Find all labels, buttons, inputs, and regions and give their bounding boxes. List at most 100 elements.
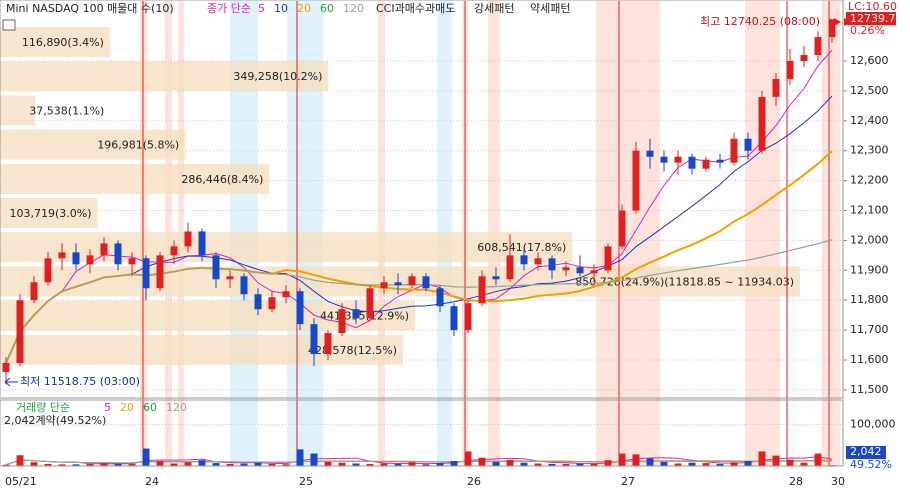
session-band (745, 1, 780, 466)
profile-label: 850,728(24.9%)(11818.85 ~ 11934.03) (575, 275, 794, 288)
candle-body (492, 276, 500, 280)
volume-frame (0, 399, 844, 467)
volume-bar (772, 455, 780, 466)
candle-body (156, 255, 164, 289)
profile-label: 608,541(17.8%) (477, 241, 566, 254)
profile-label: 428,578(12.5%) (308, 344, 397, 357)
volume-title: 거래량 단순 (16, 401, 70, 414)
profile-label: 286,446(8.4%) (181, 173, 263, 186)
volume-bar (786, 459, 794, 466)
volume-ma-legend-item: 5 (104, 401, 111, 414)
volume-bar (674, 463, 682, 466)
volume-bar (576, 463, 584, 466)
candle-body (324, 333, 332, 355)
volume-bar (268, 463, 276, 466)
candle-body (828, 19, 836, 38)
candle-body (548, 258, 556, 271)
volume-bar (702, 463, 710, 466)
candle-body (576, 267, 584, 274)
volume-bar (492, 461, 500, 466)
y-tick-label: 12,000 (850, 233, 889, 246)
volume-bar (366, 463, 374, 466)
candle-body (716, 159, 724, 163)
candle-body (702, 159, 710, 169)
last-price-label: 12739.75 (850, 12, 903, 25)
candle-body (464, 303, 472, 331)
y-tick-label: 11,900 (850, 263, 889, 276)
volume-bar (114, 463, 122, 466)
candle-body (86, 255, 94, 265)
volume-bar (254, 462, 262, 466)
candle-body (422, 276, 430, 289)
profile-bar (0, 232, 573, 263)
candle-body (786, 61, 794, 79)
candle-body (268, 297, 276, 310)
volume-bar (282, 464, 290, 466)
volume-bar (226, 463, 234, 466)
volume-bar (436, 463, 444, 466)
profile-label: 349,258(10.2%) (233, 70, 322, 83)
x-tick-label: 26 (467, 475, 481, 488)
session-band (596, 1, 660, 466)
candle-body (646, 150, 654, 157)
ma-legend: 5 10 20 60 120 (258, 2, 364, 15)
profile-label: 116,890(3.4%) (22, 36, 104, 49)
candle-body (212, 255, 220, 280)
candle-body (688, 156, 696, 169)
profile-label: 37,538(1.1%) (29, 104, 104, 117)
profile-label: 103,719(3.0%) (10, 207, 92, 220)
profile-bar (0, 27, 110, 57)
y-tick-label: 12,200 (850, 174, 889, 187)
candle-body (240, 276, 248, 295)
volume-bar (296, 449, 304, 466)
volume-bar (814, 453, 822, 466)
candle-body (44, 258, 52, 283)
candle-body (618, 210, 626, 247)
volume-bar (58, 464, 66, 466)
indicator-label: CCI과매수과매도 (376, 2, 455, 15)
volume-bar (156, 461, 164, 466)
candle-body (394, 282, 402, 286)
volume-ma-legend-item: 20 (120, 401, 134, 414)
volume-bar (450, 461, 458, 466)
candle-body (506, 255, 514, 280)
profile-bar (0, 95, 36, 126)
volume-bar (380, 463, 388, 466)
volume-bar (478, 457, 486, 466)
volume-bar (16, 455, 24, 466)
candle-body (660, 156, 668, 163)
session-band (822, 1, 840, 466)
candle-body (604, 246, 612, 271)
candle-body (366, 288, 374, 319)
candle-body (674, 156, 682, 163)
grid-icon[interactable] (2, 19, 16, 31)
candle-body (142, 258, 150, 289)
candle-body (352, 309, 360, 319)
candle-body (58, 252, 66, 259)
volume-bar (744, 461, 752, 466)
volume-bar (422, 464, 430, 466)
candle-body (814, 37, 822, 56)
change-label: 0.26% (850, 24, 885, 37)
y-tick-label: 11,800 (850, 293, 889, 306)
candle-body (2, 363, 10, 372)
candle-body (226, 276, 234, 280)
ma-legend-item: 60 (320, 2, 334, 15)
candle-body (800, 55, 808, 62)
candle-body (632, 150, 640, 211)
volume-bar (338, 462, 346, 466)
volume-bar (618, 453, 626, 466)
candle-body (520, 255, 528, 265)
legend-label: 종가 단순 (207, 2, 251, 15)
low-annotation: 최저 11518.75 (03:00) (20, 375, 140, 388)
candle-body (30, 282, 38, 301)
volume-ma-legend: 5 20 60 120 (104, 401, 187, 414)
volume-bar (86, 463, 94, 466)
volume-bar (30, 462, 38, 466)
y-tick-label: 12,100 (850, 204, 889, 217)
arrows[interactable] (834, 18, 851, 26)
candle-body (744, 138, 752, 151)
candle-body (114, 243, 122, 265)
candle-body (534, 258, 542, 265)
volume-bar (520, 462, 528, 466)
